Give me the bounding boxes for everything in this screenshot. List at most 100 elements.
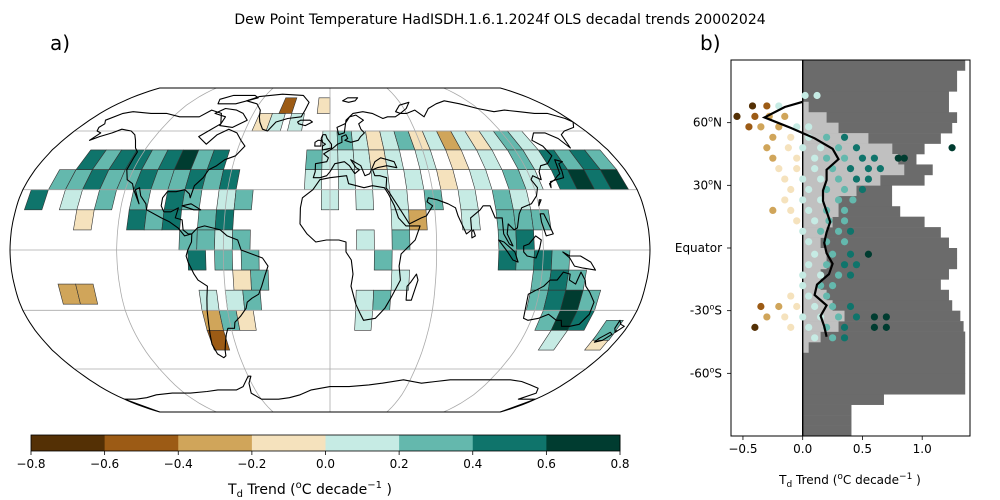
zonal-point bbox=[834, 313, 843, 321]
coastline-australia bbox=[522, 271, 595, 327]
trend-cell bbox=[126, 209, 147, 231]
zonal-point bbox=[748, 102, 757, 110]
zonal-point bbox=[882, 323, 890, 331]
colorbar-tick-label: 0.2 bbox=[390, 457, 409, 471]
zonal-point bbox=[823, 292, 831, 300]
zonal-point bbox=[834, 271, 843, 279]
colorbar-tick-label: 0.8 bbox=[610, 457, 629, 471]
coastline-north-america bbox=[88, 109, 246, 237]
zonal-point bbox=[817, 271, 825, 279]
longitude-gridline bbox=[386, 88, 438, 412]
zonal-point bbox=[801, 91, 809, 100]
land-fraction-bar bbox=[802, 425, 852, 436]
observed-fraction-bar bbox=[802, 122, 839, 134]
zonal-point bbox=[811, 334, 819, 342]
zonal-x-tick-label: 1.0 bbox=[913, 442, 932, 456]
map-outline bbox=[9, 87, 651, 413]
trend-cell bbox=[537, 330, 569, 351]
colorbar-segment bbox=[472, 435, 547, 451]
coastline-iceland bbox=[297, 119, 313, 127]
coastline-philippines bbox=[539, 213, 554, 237]
trend-cell bbox=[476, 149, 503, 170]
zonal-point bbox=[817, 144, 825, 152]
coastlines bbox=[88, 93, 625, 412]
colorbar-tick-label: −0.2 bbox=[237, 457, 266, 471]
zonal-point bbox=[793, 302, 801, 311]
zonal-point bbox=[840, 185, 849, 194]
trend-cell bbox=[356, 229, 375, 251]
zonal-point bbox=[823, 154, 831, 162]
trend-cell bbox=[373, 249, 393, 271]
zonal-point bbox=[787, 292, 795, 300]
zonal-point bbox=[840, 261, 849, 269]
coastline-novaya-zemlya bbox=[395, 101, 410, 114]
land-fraction-bar bbox=[802, 383, 966, 395]
observed-fraction-bar bbox=[802, 268, 821, 280]
observed-fraction-bar bbox=[802, 101, 809, 113]
zonal-point bbox=[840, 133, 849, 141]
zonal-point bbox=[900, 154, 908, 162]
trend-cell bbox=[550, 249, 571, 271]
zonal-point bbox=[763, 313, 771, 321]
zonal-point bbox=[813, 91, 821, 100]
colorbar-segment bbox=[251, 435, 326, 451]
trend-cell bbox=[196, 229, 216, 251]
trend-cell bbox=[337, 169, 356, 190]
trend-cell bbox=[495, 209, 517, 231]
coastline-sumatra bbox=[498, 239, 519, 263]
zonal-point bbox=[864, 165, 873, 173]
land-fraction-bar bbox=[802, 133, 941, 144]
trend-cell bbox=[231, 229, 251, 251]
land-fraction-bar bbox=[802, 289, 949, 301]
zonal-point bbox=[805, 323, 813, 331]
coastline-greenland bbox=[246, 93, 310, 132]
zonal-point bbox=[846, 165, 855, 173]
zonal-y-tick-label: -30oS bbox=[690, 303, 722, 318]
zonal-point bbox=[775, 123, 783, 131]
zonal-point bbox=[775, 165, 783, 173]
trend-cell bbox=[391, 229, 411, 251]
zonal-point bbox=[864, 250, 873, 258]
land-fraction-bar bbox=[802, 310, 961, 322]
zonal-point bbox=[745, 123, 753, 131]
observed-fraction-bar bbox=[802, 112, 827, 123]
trend-cell bbox=[316, 97, 331, 114]
zonal-point bbox=[781, 112, 789, 120]
longitude-gridline bbox=[222, 88, 274, 412]
figure-title: Dew Point Temperature HadISDH.1.6.1.2024… bbox=[234, 12, 765, 28]
coastline-africa bbox=[299, 175, 421, 321]
zonal-x-ticks: −0.5 0.0 0.5 1.0 bbox=[728, 436, 932, 456]
observed-fraction-bar bbox=[802, 133, 869, 144]
trend-cell bbox=[75, 283, 99, 305]
zonal-point bbox=[834, 196, 843, 204]
zonal-point bbox=[781, 196, 789, 204]
zonal-panel: −0.5 0.0 0.5 1.0 60oN30oNEquator-30oS-60oS … bbox=[675, 59, 971, 490]
zonal-point bbox=[793, 154, 801, 162]
trend-cell bbox=[513, 209, 534, 231]
coastline-svalbard bbox=[342, 97, 359, 103]
zonal-point bbox=[793, 165, 801, 173]
colorbar-tick-label: 0.0 bbox=[316, 457, 335, 471]
coastline-taiwan bbox=[538, 199, 542, 207]
land-fraction-bars bbox=[802, 60, 966, 436]
coastline-south-america bbox=[185, 225, 269, 359]
zonal-point bbox=[852, 144, 861, 152]
land-fraction-bar bbox=[802, 279, 941, 291]
zonal-x-tick-label: 0.5 bbox=[853, 442, 872, 456]
zonal-point bbox=[805, 292, 813, 300]
zonal-point bbox=[799, 271, 807, 279]
zonal-point bbox=[787, 323, 795, 331]
land-fraction-bar bbox=[802, 101, 949, 113]
zonal-point bbox=[751, 112, 759, 120]
panel-a-label: a) bbox=[50, 31, 70, 55]
zonal-point bbox=[775, 102, 783, 110]
zonal-point bbox=[817, 227, 825, 235]
land-fraction-bar bbox=[802, 300, 953, 311]
panel-b-label: b) bbox=[700, 31, 721, 55]
map-panel bbox=[9, 87, 651, 413]
trend-cell bbox=[143, 209, 165, 231]
zonal-point bbox=[799, 196, 807, 204]
trend-cell bbox=[355, 189, 375, 211]
trend-cell bbox=[233, 189, 254, 211]
colorbar-segment bbox=[104, 435, 179, 451]
